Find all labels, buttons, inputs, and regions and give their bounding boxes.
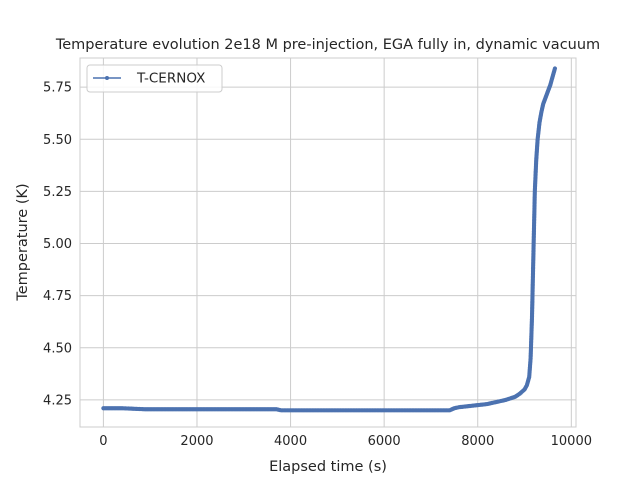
y-tick-label: 5.25 <box>43 185 72 200</box>
x-axis-label: Elapsed time (s) <box>269 459 387 475</box>
series-markers <box>101 66 558 413</box>
y-tick-label: 5.00 <box>43 237 72 252</box>
legend-box <box>86 64 223 93</box>
grid <box>80 58 576 427</box>
y-axis-ticks: 4.25 4.50 4.75 5.00 5.25 5.50 5.75 <box>43 81 72 409</box>
y-tick-label: 5.75 <box>43 81 72 96</box>
series-layer <box>101 66 558 413</box>
y-tick-label: 4.75 <box>43 289 72 304</box>
x-tick-label: 10000 <box>551 434 592 449</box>
x-tick-label: 8000 <box>461 434 494 449</box>
legend: T-CERNOX <box>86 64 223 93</box>
y-tick-label: 4.50 <box>43 341 72 356</box>
y-tick-label: 5.50 <box>43 133 72 148</box>
y-tick-label: 4.25 <box>43 393 72 408</box>
chart-title: Temperature evolution 2e18 M pre-injecti… <box>55 37 600 53</box>
x-tick-label: 0 <box>99 434 107 449</box>
data-point <box>552 66 558 71</box>
y-axis-label: Temperature (K) <box>15 183 31 301</box>
x-tick-label: 6000 <box>368 434 401 449</box>
legend-marker-swatch <box>105 76 109 80</box>
plot-background <box>80 58 576 427</box>
x-axis-ticks: 0 2000 4000 6000 8000 10000 <box>99 434 592 449</box>
plot-frame <box>79 57 577 428</box>
x-tick-label: 4000 <box>274 434 307 449</box>
legend-entry-t-cernox: T-CERNOX <box>136 71 205 87</box>
x-tick-label: 2000 <box>180 434 213 449</box>
